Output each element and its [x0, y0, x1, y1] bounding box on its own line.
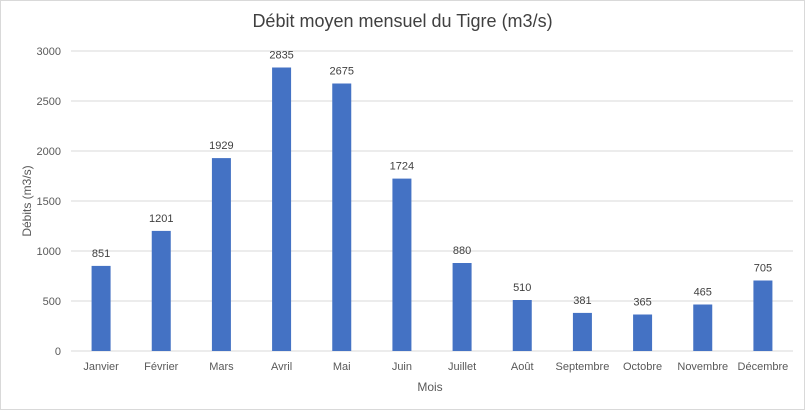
data-label: 465 [694, 287, 712, 299]
y-tick-label: 2500 [37, 96, 61, 108]
bar-9 [633, 314, 653, 351]
bar-3 [272, 67, 292, 351]
x-tick-label: Août [511, 361, 534, 373]
data-label: 510 [513, 282, 531, 294]
x-tick-label: Juillet [448, 361, 476, 373]
data-label: 2835 [269, 50, 293, 62]
x-tick-label: Mars [209, 361, 234, 373]
x-tick-label: Janvier [83, 361, 119, 373]
y-tick-label: 2000 [37, 146, 61, 158]
x-tick-label: Décembre [738, 361, 789, 373]
x-axis-title: Mois [417, 380, 442, 394]
x-tick-label: Septembre [556, 361, 610, 373]
x-tick-label: Février [144, 361, 179, 373]
bar-1 [151, 230, 171, 351]
x-tick-label: Octobre [623, 361, 662, 373]
bar-6 [452, 263, 472, 351]
bar-4 [332, 83, 352, 351]
bar-2 [211, 158, 231, 351]
bar-11 [753, 280, 773, 351]
x-tick-label: Mai [333, 361, 351, 373]
chart-title: Débit moyen mensuel du Tigre (m3/s) [252, 11, 553, 31]
y-axis-title: Débits (m3/s) [20, 165, 34, 236]
y-tick-label: 1000 [37, 246, 61, 258]
data-label: 1724 [390, 161, 414, 173]
data-label: 880 [453, 245, 471, 257]
y-tick-label: 1500 [37, 196, 61, 208]
y-tick-label: 500 [43, 296, 61, 308]
data-label: 365 [633, 297, 651, 309]
x-tick-label: Juin [392, 361, 412, 373]
y-tick-label: 0 [55, 346, 61, 358]
data-label: 1201 [149, 213, 173, 225]
data-label: 2675 [330, 66, 354, 78]
bar-7 [512, 300, 532, 351]
data-label: 381 [573, 295, 591, 307]
bar-8 [572, 312, 592, 351]
data-label: 1929 [209, 140, 233, 152]
data-label: 705 [754, 263, 772, 275]
data-label: 851 [92, 248, 110, 260]
bar-5 [392, 178, 412, 351]
x-tick-label: Avril [271, 361, 292, 373]
y-tick-label: 3000 [37, 46, 61, 58]
x-tick-label: Novembre [677, 361, 728, 373]
bar-0 [91, 265, 111, 351]
bar-10 [693, 304, 713, 351]
